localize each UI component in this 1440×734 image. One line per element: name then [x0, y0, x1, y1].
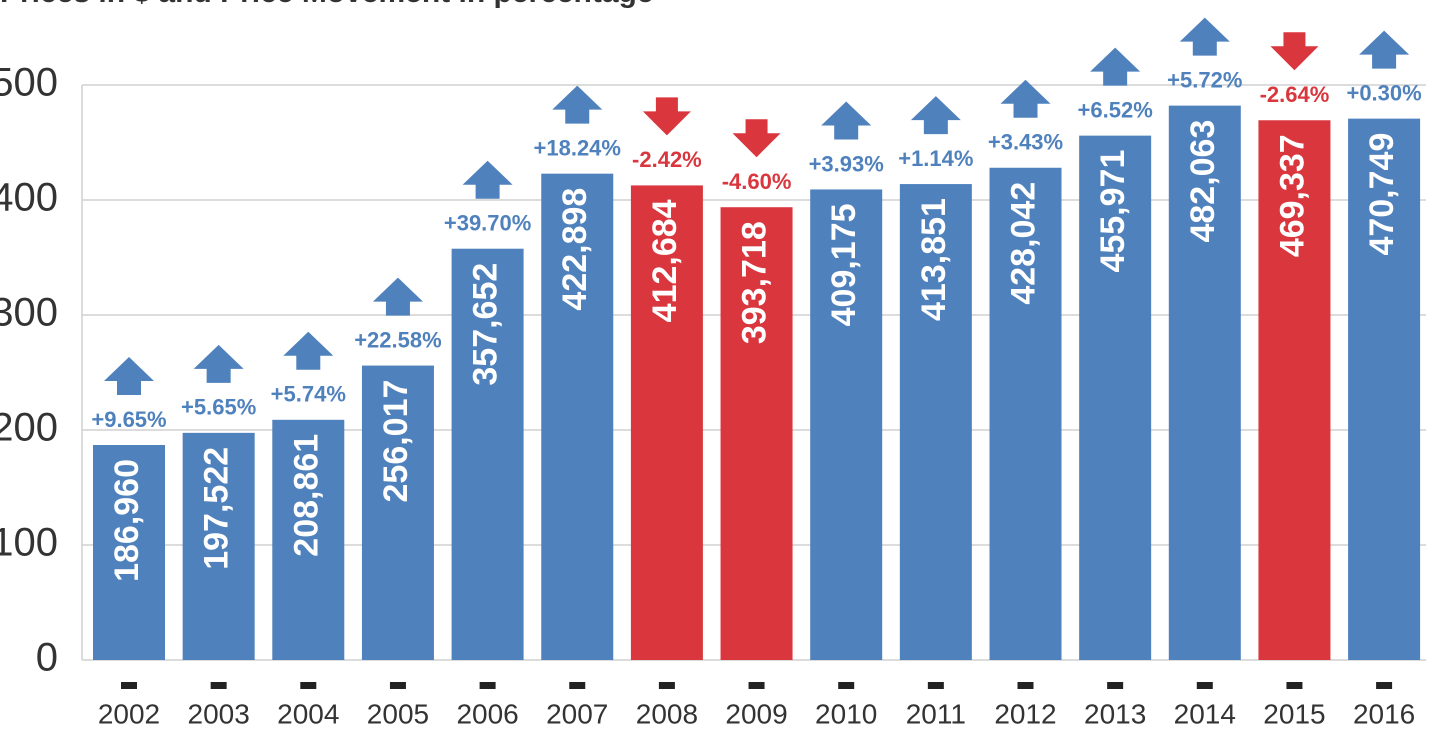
bar [272, 419, 345, 660]
value-label: 393,718 [736, 221, 774, 344]
value-label: 428,042 [1004, 182, 1042, 305]
change-arrow [910, 96, 961, 135]
bar [541, 173, 614, 660]
tick-dash [1376, 682, 1393, 689]
bar [1348, 118, 1421, 660]
bar [451, 248, 524, 660]
value-label: 469,337 [1273, 134, 1311, 257]
x-tick-label: 2003 [188, 698, 250, 729]
value-label: 455,971 [1094, 150, 1132, 273]
change-label: +5.72% [1167, 67, 1242, 92]
x-tick-label: 2005 [367, 698, 429, 729]
change-arrow [283, 331, 334, 370]
value-label: 256,017 [377, 380, 415, 503]
x-tick-label: 2015 [1263, 698, 1325, 729]
bar [810, 189, 883, 661]
bar [630, 185, 703, 661]
tick-dash [210, 682, 227, 689]
change-arrow [1359, 30, 1410, 69]
y-tick-label: 100 [0, 521, 58, 565]
tick-dash [927, 682, 944, 689]
change-label: -2.42% [632, 147, 702, 172]
x-tick-label: 2006 [456, 698, 518, 729]
x-tick-label: 2011 [906, 698, 966, 729]
value-label: 482,063 [1184, 120, 1222, 243]
tick-dash [569, 682, 586, 689]
value-label: 413,851 [915, 198, 953, 321]
y-tick-label: 0 [36, 636, 58, 680]
change-label: +0.30% [1346, 80, 1421, 105]
change-label: +3.93% [809, 151, 884, 176]
value-label: 409,175 [825, 203, 863, 326]
change-arrow [1000, 79, 1051, 118]
x-tick-label: 2013 [1084, 698, 1146, 729]
change-arrow [1270, 32, 1319, 71]
x-tick-label: 2009 [725, 698, 787, 729]
bar [989, 167, 1062, 660]
change-arrow [821, 101, 872, 140]
change-arrow [104, 356, 154, 395]
change-arrow [462, 160, 513, 199]
bar [1258, 120, 1331, 660]
bar [1168, 105, 1241, 660]
change-arrow [552, 85, 603, 124]
change-label: +3.43% [988, 130, 1063, 155]
change-label: +1.14% [898, 146, 973, 171]
tick-dash [389, 682, 406, 689]
change-arrow [372, 277, 423, 316]
tick-dash [1017, 682, 1034, 689]
change-label: +5.65% [181, 395, 256, 420]
change-label: +6.52% [1078, 97, 1153, 122]
change-label: +9.65% [91, 407, 166, 432]
tick-dash [300, 682, 317, 689]
bar [182, 432, 255, 660]
value-label: 357,652 [467, 263, 505, 386]
change-label: -4.60% [722, 169, 792, 194]
bar [720, 207, 793, 660]
tick-dash [1107, 682, 1124, 689]
change-arrow [193, 344, 244, 383]
x-tick-label: 2004 [277, 698, 339, 729]
x-tick-label: 2007 [546, 698, 608, 729]
tick-dash [1196, 682, 1213, 689]
x-tick-label: 2002 [98, 698, 160, 729]
change-arrow [732, 119, 781, 158]
bar [361, 365, 434, 660]
value-label: 197,522 [198, 447, 236, 570]
value-label: 422,898 [556, 188, 594, 311]
bar [1079, 135, 1152, 660]
change-arrow [1179, 17, 1230, 56]
y-tick-label: 500 [0, 61, 58, 105]
chart-title: Prices in $ and Price Movement in percen… [0, 0, 654, 9]
tick-dash [1286, 682, 1303, 689]
tick-dash [838, 682, 855, 689]
change-label: +5.74% [271, 382, 346, 407]
change-label: +18.24% [534, 135, 621, 160]
value-label: 186,960 [108, 459, 146, 582]
tick-dash [748, 682, 765, 689]
change-arrow [642, 97, 691, 136]
y-tick-label: 300 [0, 291, 58, 335]
change-label: +39.70% [444, 211, 531, 236]
x-tick-label: 2012 [994, 698, 1056, 729]
value-label: 470,749 [1363, 133, 1401, 256]
x-tick-label: 2016 [1353, 698, 1415, 729]
change-arrow [1090, 47, 1141, 86]
tick-dash [121, 682, 137, 689]
value-label: 208,861 [287, 434, 325, 557]
x-tick-label: 2014 [1174, 698, 1236, 729]
x-tick-label: 2008 [636, 698, 698, 729]
change-label: -2.64% [1260, 82, 1330, 107]
y-tick-label: 200 [0, 406, 58, 450]
value-label: 412,684 [646, 199, 684, 322]
tick-dash [658, 682, 675, 689]
y-tick-label: 400 [0, 176, 58, 220]
change-label: +22.58% [354, 327, 441, 352]
x-tick-label: 2010 [815, 698, 877, 729]
tick-dash [479, 682, 496, 689]
bar [899, 184, 972, 660]
bar [93, 444, 165, 660]
